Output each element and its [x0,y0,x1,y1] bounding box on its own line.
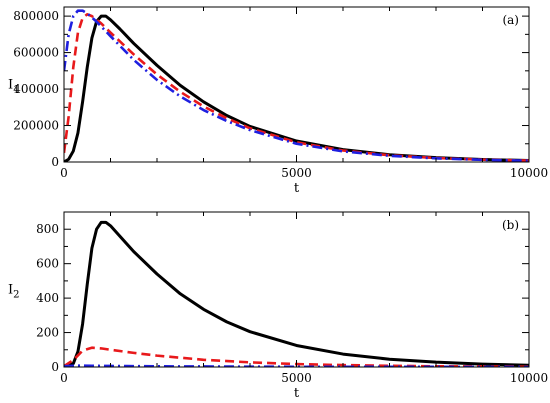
plot-lines [64,9,529,162]
series-dashed-line [64,12,529,162]
y-tick-label: 0 [51,360,59,374]
y-tick-label: 600 [36,257,59,271]
y-axis-label: I1 [8,78,20,96]
x-tick-label: 0 [60,371,68,385]
y-tick-label: 800000 [13,9,59,23]
y-tick-label: 600000 [13,46,59,60]
y-axis-label: I2 [8,283,20,301]
series-solid-line [64,14,529,162]
y-axis-label-subscript: 2 [13,290,19,301]
y-axis-label-subscript: 1 [13,85,19,96]
x-tick-label: 5000 [281,371,312,385]
x-tick-label: 10000 [510,166,548,180]
series-dashdot-line [64,9,529,162]
y-tick-label: 400 [36,291,59,305]
panel-label: (a) [502,13,519,27]
panel-label: (b) [502,218,519,232]
y-tick-label: 0 [51,155,59,169]
x-axis-label: t [294,386,300,401]
plot-frame [63,6,530,163]
x-tick-label: 10000 [510,371,548,385]
panel-a: 0 5000 10000 0 200000 400000 600000 800000 t I1 (a… [8,6,548,196]
x-tick-label: 0 [60,166,68,180]
series-solid-line [64,220,529,367]
y-tick-label: 200000 [13,119,59,133]
x-axis-label: t [294,181,300,196]
panel-b: 0 5000 10000 0 200 400 600 800 t I2 (b) [8,211,548,401]
x-tick-label: 5000 [281,166,312,180]
plot-frame [63,211,530,368]
plot-lines [64,220,529,367]
y-tick-label: 200 [36,326,59,340]
y-tick-label: 400000 [13,82,59,96]
y-tick-label: 800 [36,222,59,236]
